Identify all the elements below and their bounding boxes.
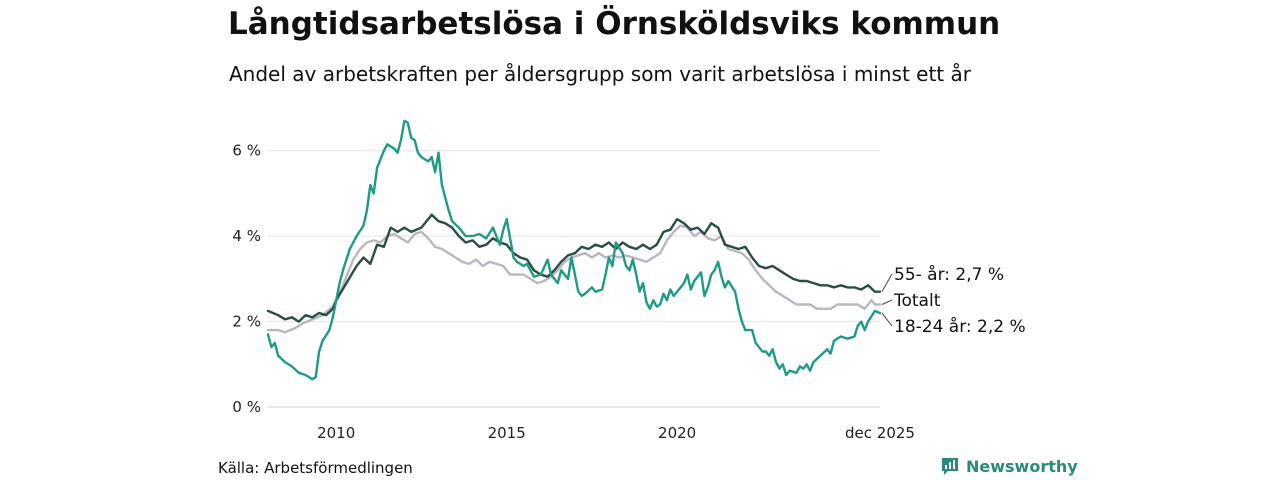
series-lines — [266, 119, 882, 381]
line-chart: 0 % 2 % 4 % 6 % 2010 2015 2020 dec 2025 Totalt… — [232, 119, 1026, 442]
y-axis-ticks: 0 % 2 % 4 % 6 % — [232, 142, 261, 416]
x-tick-label: dec 2025 — [845, 424, 915, 442]
end-label-total: Totalt — [893, 291, 941, 311]
series-line-age55 — [266, 213, 882, 323]
y-tick-label: 0 % — [232, 398, 261, 416]
x-tick-label: 2020 — [658, 424, 696, 442]
end-label-connector — [881, 299, 893, 305]
y-tick-label: 6 % — [232, 142, 261, 160]
end-label-connector — [881, 312, 893, 327]
y-tick-label: 2 % — [232, 313, 261, 331]
chart-subtitle: Andel av arbetskraften per åldersgrupp s… — [229, 62, 971, 86]
newsworthy-logo-icon — [942, 458, 958, 475]
brand-logo[interactable]: Newsworthy — [940, 456, 1078, 476]
series-line-age18 — [266, 119, 882, 381]
gridlines — [268, 150, 880, 408]
end-label-connector — [881, 273, 893, 292]
chart-title: Långtidsarbetslösa i Örnsköldsviks kommu… — [228, 6, 1001, 42]
x-axis-ticks: 2010 2015 2020 dec 2025 — [317, 424, 915, 442]
brand-name: Newsworthy — [966, 456, 1078, 476]
x-tick-label: 2015 — [488, 424, 526, 442]
y-tick-label: 4 % — [232, 227, 261, 245]
source-note: Källa: Arbetsförmedlingen — [218, 459, 413, 477]
series-line-total — [266, 224, 882, 334]
x-tick-label: 2010 — [317, 424, 355, 442]
end-labels: Totalt 55- år: 2,7 % 18-24 år: 2,2 % — [881, 264, 1026, 337]
end-label-age18: 18-24 år: 2,2 % — [894, 316, 1026, 337]
end-label-age55: 55- år: 2,7 % — [894, 264, 1004, 285]
